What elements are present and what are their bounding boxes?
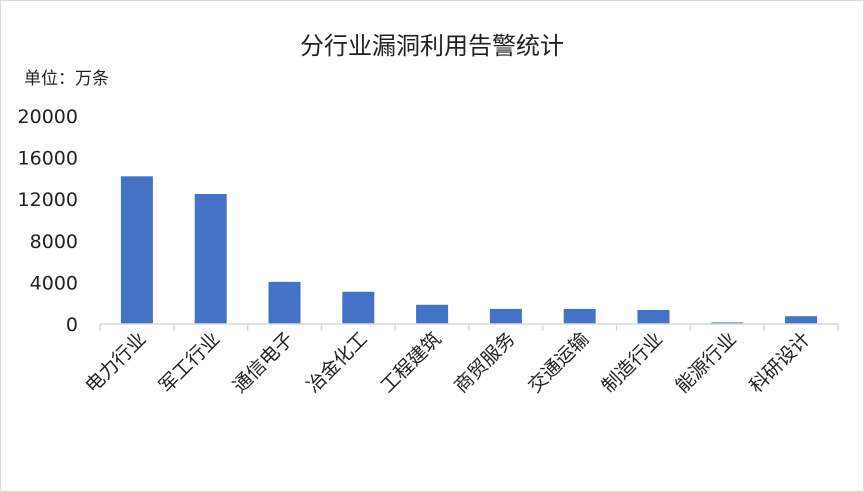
- y-tick-label: 0: [66, 314, 78, 336]
- unit-label: 单位：万条: [24, 69, 109, 89]
- x-tick-label: 冶金化工: [303, 328, 372, 397]
- bar: [785, 316, 818, 324]
- y-tick-label: 16000: [18, 148, 78, 170]
- x-tick-label: 科研设计: [745, 328, 814, 397]
- bar: [194, 194, 227, 324]
- y-tick-label: 8000: [30, 231, 78, 253]
- y-axis-ticks: 0 4000 8000 12000 16000 20000: [18, 106, 78, 336]
- x-tick-label: 能源行业: [672, 328, 741, 397]
- bar: [711, 322, 744, 324]
- chart-title: 分行业漏洞利用告警统计: [300, 32, 564, 60]
- x-axis: [99, 323, 839, 331]
- bar: [268, 281, 301, 324]
- y-tick-label: 20000: [18, 106, 78, 128]
- bar: [416, 304, 449, 324]
- bar: [120, 176, 153, 324]
- x-tick-label: 军工行业: [155, 328, 224, 397]
- x-tick-label: 商贸服务: [450, 328, 519, 397]
- x-tick-label: 通信电子: [229, 328, 298, 397]
- y-tick-label: 4000: [30, 272, 78, 294]
- x-tick-label: 交通运输: [524, 328, 593, 397]
- bar: [637, 309, 670, 324]
- x-tick-label: 电力行业: [81, 328, 150, 397]
- x-tick-label: 制造行业: [598, 328, 667, 397]
- bar: [563, 308, 596, 324]
- y-tick-label: 12000: [18, 189, 78, 211]
- x-axis-labels: 电力行业 军工行业 通信电子 冶金化工 工程建筑 商贸服务 交通运输 制造行业 能源行业 科研设计: [81, 328, 815, 397]
- bar: [342, 291, 375, 324]
- bar-series: [120, 176, 818, 324]
- bar: [489, 308, 522, 324]
- x-tick-label: 工程建筑: [376, 328, 445, 397]
